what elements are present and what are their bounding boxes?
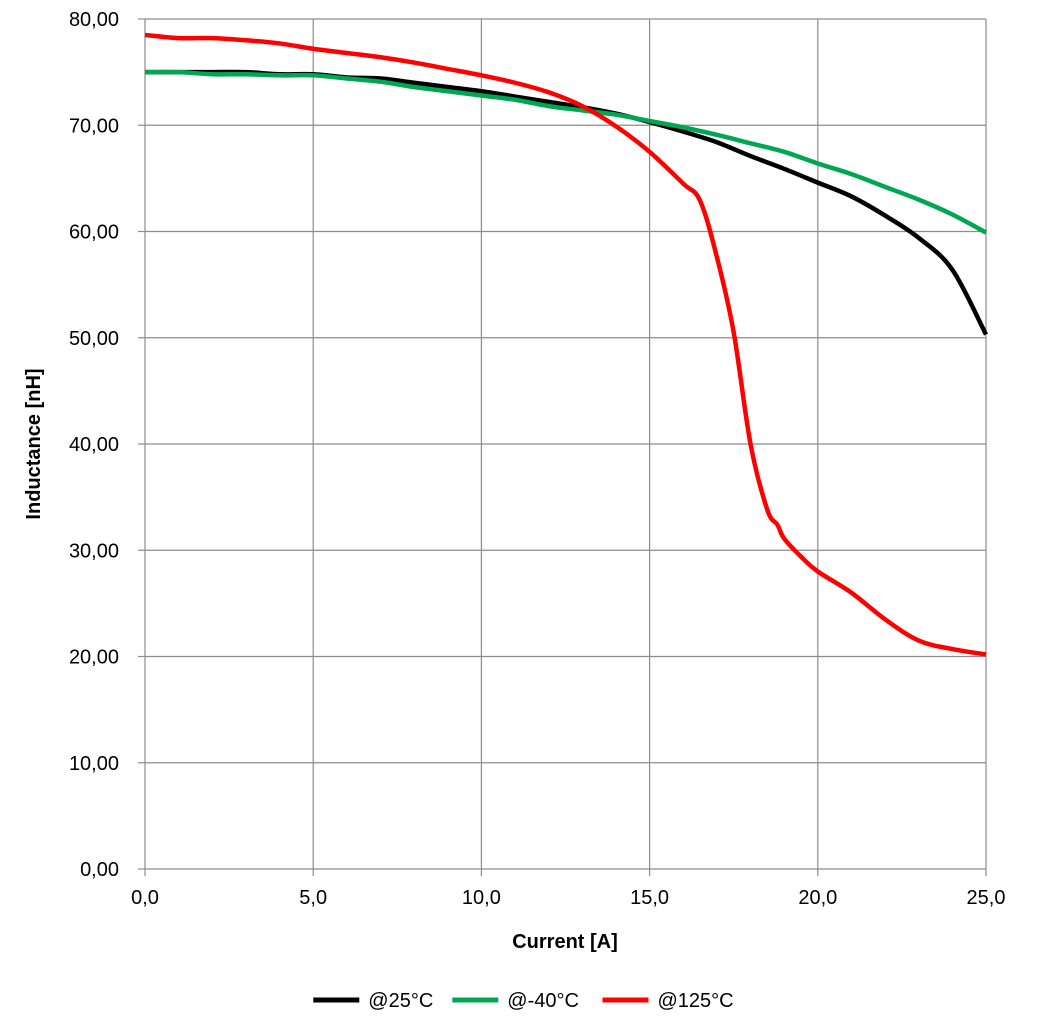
y-axis-title: Inductance [nH] — [23, 368, 45, 519]
y-tick-label: 40,00 — [69, 434, 119, 456]
series-line-125c — [144, 32, 987, 657]
legend-item: @-40°C — [452, 990, 579, 1012]
y-tick-label: 20,00 — [69, 647, 119, 669]
y-tick-label: 70,00 — [69, 115, 119, 137]
series-line-40c — [144, 69, 988, 235]
y-tick-label: 30,00 — [69, 540, 119, 562]
legend: @25°C @-40°C @125°C — [313, 990, 734, 1012]
x-tick-label: 5,0 — [299, 887, 327, 909]
x-tick-label: 10,0 — [462, 887, 501, 909]
legend-item: @125°C — [602, 990, 734, 1012]
axes — [138, 18, 987, 876]
grid — [145, 18, 987, 869]
legend-label: @125°C — [658, 990, 734, 1012]
y-tick-label: 50,00 — [69, 328, 119, 350]
x-tick-label: 15,0 — [630, 887, 669, 909]
legend-item: @25°C — [313, 990, 433, 1012]
y-tick-label: 80,00 — [69, 9, 119, 31]
tick-labels: 0,00 10,00 20,00 30,00 40,00 50,00 60,00 70,00 8… — [69, 9, 1006, 909]
x-tick-label: 20,0 — [798, 887, 837, 909]
legend-label: @25°C — [368, 990, 433, 1012]
y-tick-label: 10,00 — [69, 753, 119, 775]
x-tick-label: 25,0 — [967, 887, 1006, 909]
series-lines — [144, 32, 988, 657]
y-tick-label: 0,00 — [80, 859, 119, 881]
legend-label: @-40°C — [507, 990, 579, 1012]
x-axis-title: Current [A] — [512, 931, 618, 953]
y-tick-label: 60,00 — [69, 222, 119, 244]
x-tick-label: 0,0 — [131, 887, 159, 909]
